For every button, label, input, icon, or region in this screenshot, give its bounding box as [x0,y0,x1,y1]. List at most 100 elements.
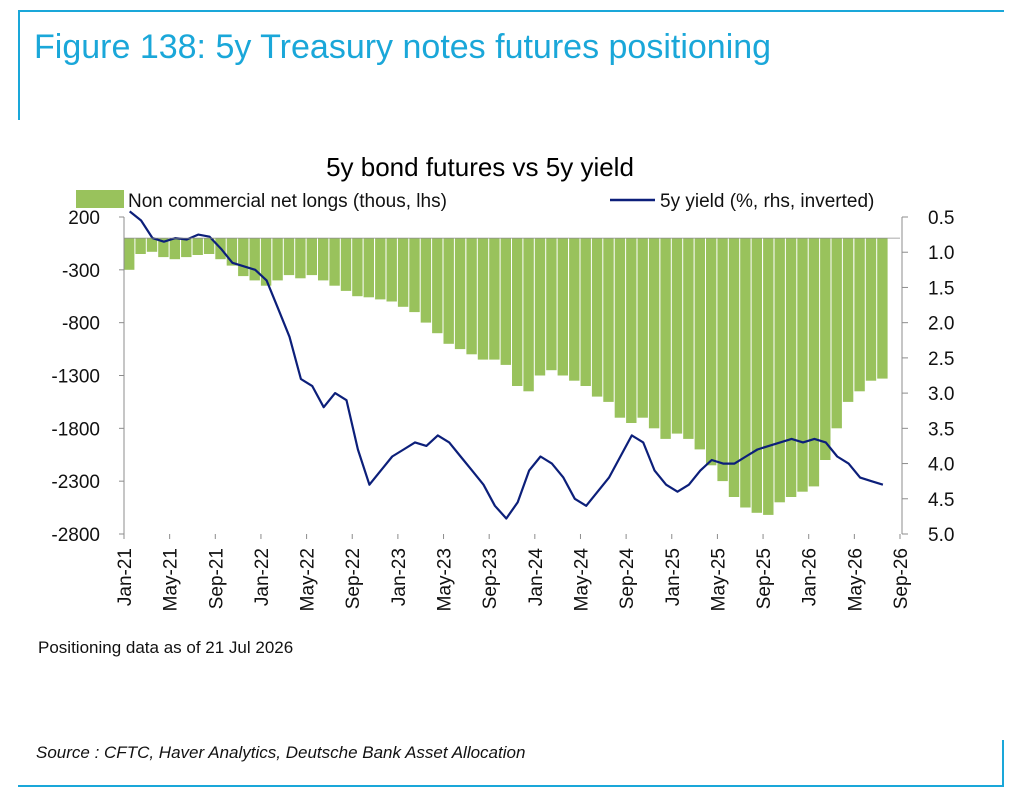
bar-2026-01 [808,238,820,487]
line-series-yield [129,210,884,520]
source-note: Source : CFTC, Haver Analytics, Deutsche… [36,743,526,762]
bar-2024-06 [591,238,603,397]
right-tick-label: 4.5 [928,490,954,511]
axes: 200 -300 -800 -1300 -1800 -2300 -2800 0.5 1.0 1.5… [51,208,954,611]
bar-2024-11 [648,238,660,429]
bar-2022-08 [340,238,352,291]
bar-2023-09 [489,238,500,360]
x-tick-label: Jan-22 [252,548,273,606]
bar-2024-04 [569,238,580,381]
bar-2021-10 [226,238,238,266]
bar-2021-01 [124,238,135,270]
bar-2024-07 [603,238,614,402]
bar-2023-07 [466,238,477,355]
bar-2025-05 [717,238,728,482]
bar-2023-06 [454,238,466,350]
bar-2023-02 [409,238,420,313]
x-tick-label: Jan-21 [115,548,136,606]
bar-2022-12 [386,238,397,302]
legend-label-net-longs: Non commercial net longs (thous, lhs) [128,191,447,212]
x-tick-label: May-25 [708,548,729,611]
x-tick-label: Sep-21 [206,548,227,609]
bar-2025-06 [728,238,740,497]
bar-2022-06 [318,238,329,281]
bar-2025-03 [694,238,705,450]
bar-2024-05 [580,238,591,386]
x-tick-label: Sep-26 [891,548,912,609]
bar-2022-05 [306,238,317,276]
bar-2025-04 [706,238,717,466]
x-tick-label: Sep-25 [754,548,775,609]
bar-2026-02 [820,238,831,460]
bar-2021-08 [203,238,215,254]
frame-top-rule [18,10,1004,12]
bar-2022-04 [295,238,306,279]
bar-2025-08 [751,238,762,513]
chart: 5y bond futures vs 5y yield Non commerci… [51,152,954,611]
right-tick-label: 1.5 [928,278,954,299]
left-tick-label: -1800 [51,419,100,440]
bar-2024-12 [660,238,671,439]
bar-2024-03 [557,238,568,376]
right-tick-label: 1.0 [928,243,954,264]
right-tick-label: 3.5 [928,419,954,440]
x-tick-label: Sep-23 [480,548,501,609]
bar-2025-09 [763,238,774,515]
right-tick-label: 2.5 [928,349,954,370]
legend-bar-swatch [76,190,124,208]
bar-2022-11 [375,238,386,300]
bar-2022-03 [283,238,295,276]
right-tick-label: 3.0 [928,384,954,405]
x-tick-label: Jan-24 [526,548,547,607]
bar-2022-09 [352,238,363,297]
bar-2021-06 [181,238,192,258]
x-tick-label: May-21 [161,548,182,611]
right-tick-label: 0.5 [928,208,954,229]
bar-2026-07 [877,238,888,379]
bar-2025-07 [740,238,751,508]
left-tick-label: -800 [62,314,100,335]
x-tick-label: Sep-22 [343,548,364,609]
bar-2024-09 [626,238,637,423]
bar-2022-07 [329,238,340,286]
bar-2024-08 [614,238,626,418]
bar-series-net-longs [124,238,888,515]
bar-2025-01 [671,238,683,434]
left-tick-label: -2800 [51,525,100,546]
bar-2024-01 [534,238,546,376]
bar-2023-01 [397,238,409,307]
bar-2025-11 [785,238,797,497]
bar-2025-02 [683,238,694,439]
x-tick-label: May-24 [572,548,593,612]
right-tick-label: 4.0 [928,455,954,476]
positioning-note: Positioning data as of 21 Jul 2026 [38,638,294,657]
bar-2026-05 [854,238,865,392]
legend-label-yield: 5y yield (%, rhs, inverted) [660,191,874,212]
bar-2022-02 [272,238,283,281]
bar-2026-03 [831,238,842,429]
x-tick-label: Jan-25 [663,548,684,606]
x-tick-label: May-26 [845,548,866,611]
x-tick-label: Jan-23 [389,548,410,606]
bar-2025-10 [774,238,785,503]
bar-2023-10 [500,238,511,365]
bar-2023-12 [523,238,534,392]
left-tick-label: -300 [62,261,100,282]
x-tick-label: Sep-24 [617,548,638,610]
x-tick-label: May-23 [435,548,456,611]
yield-line [129,210,884,520]
bar-2021-05 [169,238,180,260]
bar-2021-07 [192,238,203,255]
bar-2024-02 [546,238,557,371]
figure-title: Figure 138: 5y Treasury notes futures po… [34,28,772,66]
right-tick-label: 5.0 [928,525,954,546]
legend: Non commercial net longs (thous, lhs) 5y… [76,190,874,212]
bar-2022-10 [363,238,374,298]
bar-2021-11 [238,238,249,277]
bar-2023-05 [443,238,454,344]
left-tick-label: -2300 [51,472,100,493]
bar-2026-06 [865,238,877,381]
bar-2023-04 [432,238,443,334]
left-tick-label: -1300 [51,367,100,388]
x-tick-label: May-22 [298,548,319,611]
